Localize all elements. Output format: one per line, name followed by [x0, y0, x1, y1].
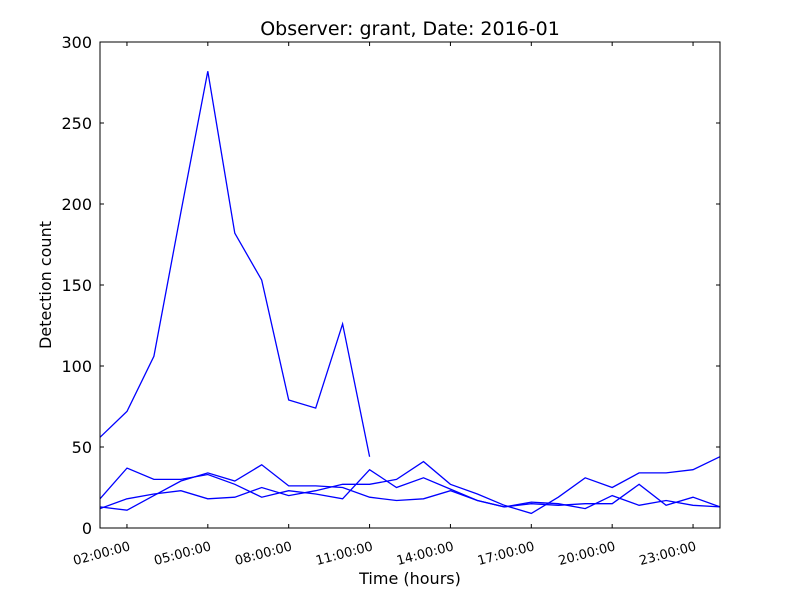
y-tick-label: 0: [82, 519, 92, 538]
y-tick-label: 300: [61, 33, 92, 52]
x-tick-label: 08:00:00: [233, 539, 293, 569]
series-line-1: [99, 71, 371, 457]
x-tick-label: 11:00:00: [314, 539, 374, 569]
x-tick-label: 05:00:00: [153, 539, 213, 569]
x-tick-label: 20:00:00: [557, 539, 617, 569]
series-line-2: [99, 464, 721, 511]
axis-ticks: 0 50 100 150 200 250 300 02:00:00 05:00:00 08:00:…: [61, 33, 720, 569]
plot-frame: [99, 41, 721, 529]
x-tick-label: 02:00:00: [72, 539, 132, 569]
series-line-3: [99, 467, 721, 508]
y-tick-label: 150: [61, 276, 92, 295]
chart-title: Observer: grant, Date: 2016-01: [260, 18, 560, 40]
x-axis-label: Time (hours): [358, 569, 461, 588]
y-tick-label: 200: [61, 195, 92, 214]
x-tick-label: 17:00:00: [476, 539, 536, 569]
x-tick-label: 23:00:00: [638, 539, 698, 569]
y-tick-label: 50: [72, 438, 92, 457]
series-line-4: [99, 456, 721, 515]
y-axis-label: Detection count: [36, 221, 55, 349]
x-tick-label: 14:00:00: [395, 539, 455, 569]
y-tick-label: 100: [61, 357, 92, 376]
plot-lines: [99, 71, 721, 515]
y-tick-label: 250: [61, 114, 92, 133]
